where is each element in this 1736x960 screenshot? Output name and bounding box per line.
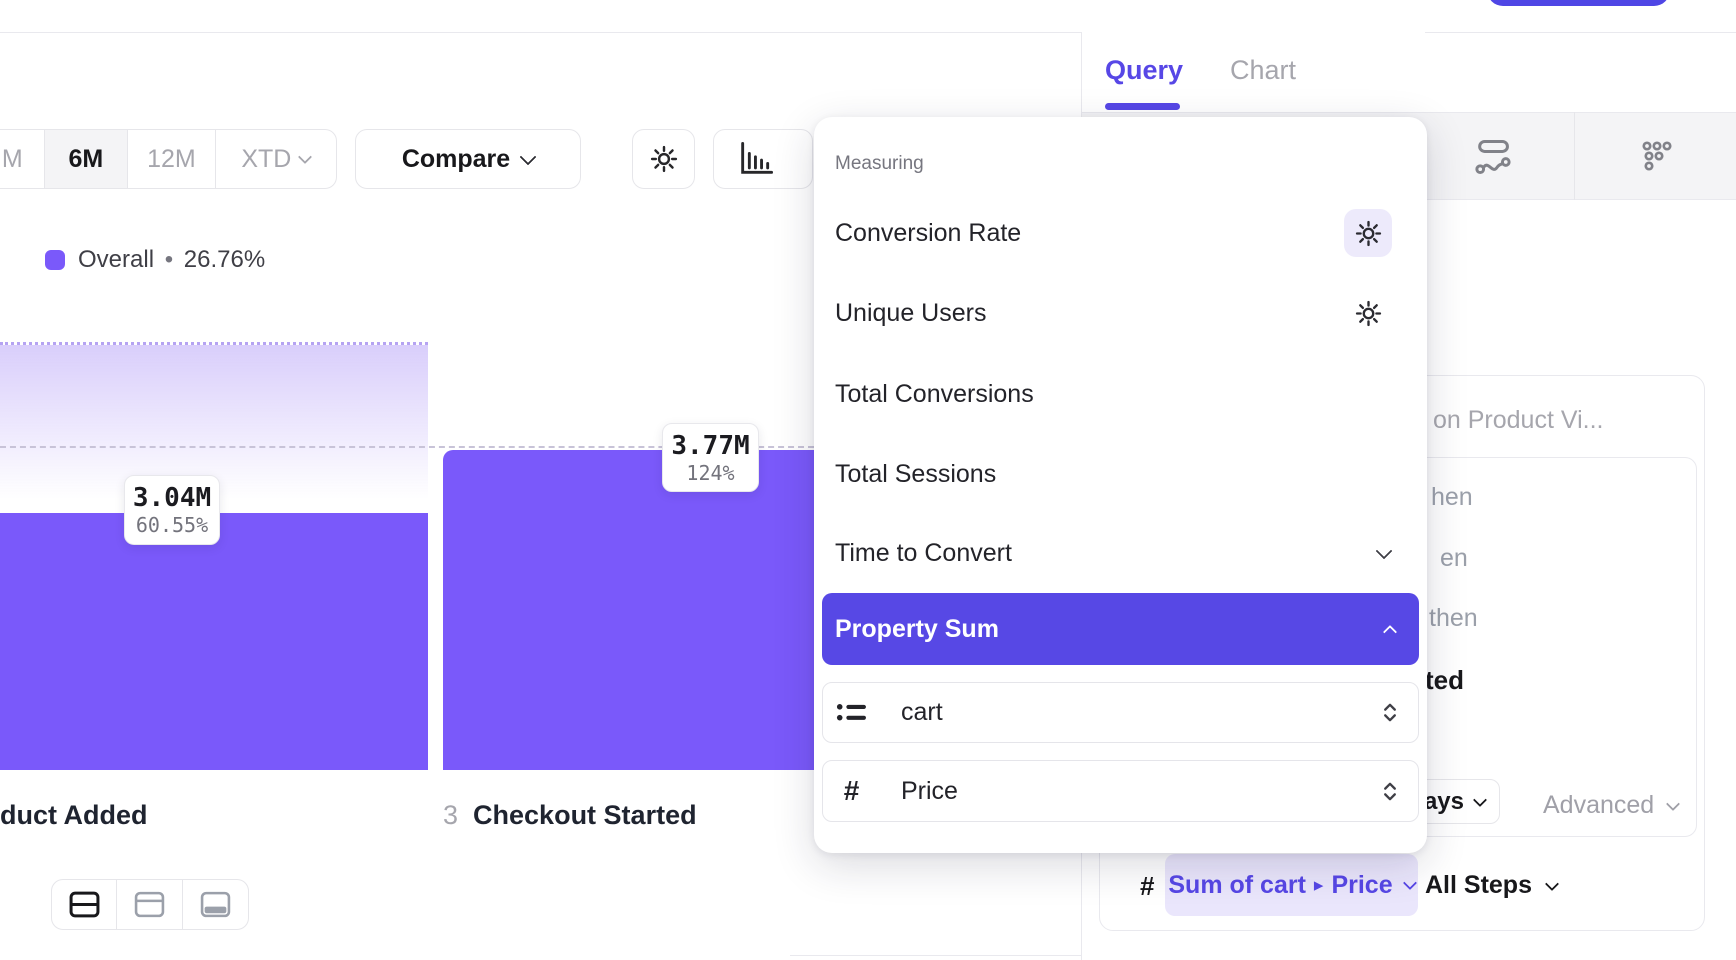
chip-sum-label: Sum of cart xyxy=(1168,870,1306,899)
flows-icon xyxy=(1473,138,1513,176)
menu-item-label: Total Conversions xyxy=(835,379,1034,408)
chart-type-button[interactable] xyxy=(713,129,813,189)
step-card-title-fragment: on Product Vi... xyxy=(1433,406,1604,434)
chevron-down-icon xyxy=(1375,542,1393,559)
chevron-down-icon xyxy=(1544,876,1560,891)
layout-dock-bottom-icon xyxy=(200,891,231,918)
funnel-bar-2[interactable] xyxy=(443,450,871,770)
step-fragment-3: then xyxy=(1429,604,1478,632)
bar-2-value: 3.77M xyxy=(671,430,750,461)
menu-item-total-sessions[interactable]: Total Sessions xyxy=(835,442,1406,506)
chip-arrow-icon: ▸ xyxy=(1313,874,1324,896)
conversion-rate-gear-button[interactable] xyxy=(1344,209,1392,257)
time-range-m[interactable]: M xyxy=(1,144,23,173)
advanced-button[interactable]: Advanced xyxy=(1543,791,1681,820)
time-range-group: M 6M 12M XTD xyxy=(0,129,337,189)
header-divider-right xyxy=(1425,32,1736,33)
primary-button-partial[interactable] xyxy=(1487,0,1670,6)
menu-item-conversion-rate[interactable]: Conversion Rate xyxy=(835,201,1406,265)
reference-dashed-line xyxy=(0,446,814,448)
step-fragment-1: hen xyxy=(1431,483,1473,511)
menu-item-property-sum-selected[interactable]: Property Sum xyxy=(822,593,1419,665)
bar-1-value: 3.04M xyxy=(132,483,212,513)
legend-series-label: Overall xyxy=(78,246,155,273)
time-range-xtd[interactable]: XTD xyxy=(214,130,336,188)
all-steps-label: All Steps xyxy=(1425,871,1532,899)
property-value: Price xyxy=(901,776,958,805)
layout-toggle-group xyxy=(50,879,249,930)
legend-swatch xyxy=(45,250,65,270)
legend: Overall • 26.76% xyxy=(45,246,265,274)
step-fragment-2: en xyxy=(1440,544,1468,572)
step-label-2: duct Added xyxy=(0,800,148,830)
layout-dock-bottom-button[interactable] xyxy=(181,879,249,930)
gear-icon xyxy=(650,145,678,173)
layout-split-rows-icon xyxy=(69,891,100,918)
layout-header-top-icon xyxy=(134,891,165,918)
chevron-up-icon xyxy=(1382,624,1398,640)
chevron-down-icon xyxy=(519,148,537,165)
bar-1-tooltip: 3.04M 60.55% xyxy=(124,475,220,545)
menu-item-unique-users[interactable]: Unique Users xyxy=(835,281,1406,345)
bar-2-percent: 124% xyxy=(686,460,735,485)
layout-header-top-button[interactable] xyxy=(116,879,183,930)
bar-chart-icon xyxy=(736,140,776,178)
chip-price-label: Price xyxy=(1331,870,1393,899)
layout-split-rows-button[interactable] xyxy=(50,879,118,930)
list-icon xyxy=(836,700,867,725)
property-group-select[interactable]: cart xyxy=(822,682,1419,743)
compare-label: Compare xyxy=(401,144,511,173)
tab-query-underline xyxy=(1105,103,1180,110)
property-group-value: cart xyxy=(901,698,943,726)
hash-prefix: # xyxy=(1140,871,1155,901)
gear-icon xyxy=(1355,220,1382,247)
unfold-icon xyxy=(1382,780,1398,803)
menu-item-time-to-convert[interactable]: Time to Convert xyxy=(835,521,1406,585)
compare-button[interactable]: Compare xyxy=(355,129,581,189)
step-number: 3 xyxy=(443,800,459,830)
chart-settings-button[interactable] xyxy=(632,129,695,189)
unique-users-gear-button[interactable] xyxy=(1344,289,1392,337)
tab-chart[interactable]: Chart xyxy=(1230,55,1297,85)
time-range-6m[interactable]: 6M xyxy=(43,130,128,188)
step-name: Checkout Started xyxy=(473,800,697,830)
property-sum-chip[interactable]: Sum of cart ▸ Price xyxy=(1165,854,1418,916)
menu-item-total-conversions[interactable]: Total Conversions xyxy=(835,362,1406,426)
funnel-bar-1[interactable] xyxy=(0,513,428,770)
menu-item-label: Conversion Rate xyxy=(835,218,1022,247)
menu-item-label: Property Sum xyxy=(835,614,999,643)
all-steps-button[interactable]: All Steps xyxy=(1425,871,1560,900)
legend-value: 26.76% xyxy=(183,246,266,273)
chevron-down-icon xyxy=(1666,796,1681,811)
step-label-3: 3 Checkout Started xyxy=(443,800,697,831)
header-divider-left xyxy=(0,32,1081,33)
bottom-divider xyxy=(790,955,1081,956)
menu-item-label: Time to Convert xyxy=(835,538,1012,567)
chevron-down-icon xyxy=(1472,792,1488,807)
chevron-down-icon xyxy=(1402,875,1417,891)
hash-icon: # xyxy=(843,775,860,806)
measuring-popup: Measuring Conversion Rate Unique Users xyxy=(814,117,1427,853)
chevron-down-icon xyxy=(298,149,313,165)
unfold-icon xyxy=(1382,701,1398,724)
bar-2-tooltip: 3.77M 124% xyxy=(662,423,759,492)
advanced-label: Advanced xyxy=(1543,791,1655,819)
measuring-header: Measuring xyxy=(835,153,924,174)
menu-item-label: Unique Users xyxy=(835,298,987,327)
gear-icon xyxy=(1355,300,1382,327)
steps-grid-toggle-button[interactable] xyxy=(1635,137,1679,177)
steps-grid-icon xyxy=(1639,139,1675,175)
bar-1-percent: 60.55% xyxy=(135,513,209,537)
panel-toolbar-separator xyxy=(1574,112,1575,200)
flows-toggle-button[interactable] xyxy=(1471,137,1515,177)
tab-query[interactable]: Query xyxy=(1105,55,1184,85)
property-select[interactable]: # Price xyxy=(822,760,1419,822)
time-range-12m[interactable]: 12M xyxy=(127,130,215,188)
legend-separator: • xyxy=(164,246,174,273)
step-fragment-4: ted xyxy=(1425,665,1464,695)
menu-item-label: Total Sessions xyxy=(835,459,997,488)
